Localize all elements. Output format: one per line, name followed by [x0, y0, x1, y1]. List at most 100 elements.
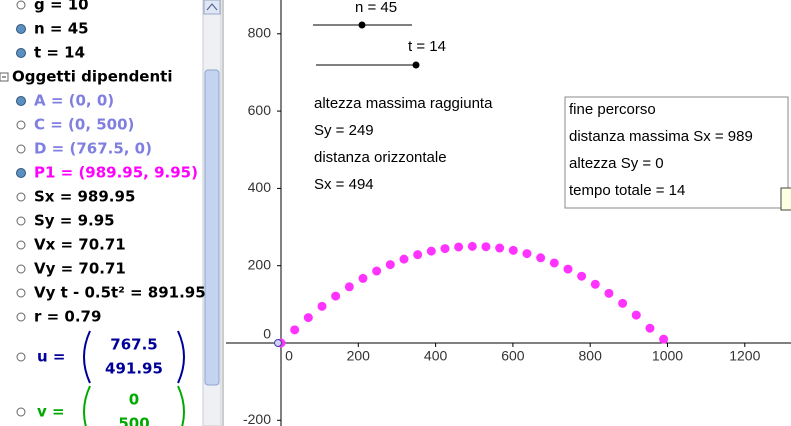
paren: [177, 330, 185, 384]
visibility-icon[interactable]: [16, 240, 26, 250]
note-text: Sx = 494: [314, 176, 374, 193]
trajectory-point: [481, 242, 491, 252]
trajectory-point: [413, 250, 423, 260]
visibility-icon[interactable]: [16, 264, 26, 274]
arrow-icon: [206, 3, 218, 11]
x-tick-label: 400: [424, 348, 448, 364]
vector-entry: 767.5: [110, 336, 157, 354]
visibility-icon[interactable]: [16, 312, 26, 322]
x-tick-label: 600: [501, 348, 525, 364]
trajectory-point: [399, 254, 409, 264]
trajectory-point: [549, 258, 559, 268]
x-tick-label: 0: [285, 348, 293, 364]
visibility-icon[interactable]: [16, 407, 26, 417]
algebra-item[interactable]: Sx = 989.95: [34, 188, 135, 206]
algebra-item[interactable]: r = 0.79: [34, 308, 101, 326]
trajectory-point: [467, 241, 477, 251]
group-header[interactable]: Oggetti dipendenti: [12, 68, 172, 86]
trajectory-point: [385, 260, 395, 270]
trajectory-point: [536, 253, 546, 263]
algebra-item[interactable]: C = (0, 500): [34, 116, 134, 134]
y-tick-label: -200: [243, 411, 271, 426]
y-tick-label: 200: [248, 256, 272, 272]
trajectory-point: [303, 313, 313, 323]
slider-handle[interactable]: [358, 21, 366, 29]
vector-entry: 491.95: [105, 360, 163, 378]
box-text: fine percorso: [569, 101, 656, 118]
visibility-icon[interactable]: [16, 120, 26, 130]
trajectory-point: [317, 301, 327, 311]
trajectory-point: [590, 279, 600, 289]
visibility-icon[interactable]: [16, 0, 26, 10]
visibility-icon[interactable]: [16, 24, 26, 34]
algebra-item[interactable]: D = (767.5, 0): [34, 140, 152, 158]
box-text: altezza Sy = 0: [569, 155, 664, 172]
tooltip: [780, 187, 791, 211]
vector-entry: 0: [129, 391, 139, 409]
note-text: altezza massima raggiunta: [314, 95, 493, 112]
trajectory-point: [645, 323, 655, 333]
note-text: Sy = 249: [314, 122, 374, 139]
trajectory-point: [659, 334, 669, 344]
trajectory-point: [372, 266, 382, 276]
trajectory-point: [631, 310, 641, 320]
box-text: distanza massima Sx = 989: [569, 128, 753, 145]
trajectory-point: [358, 273, 368, 283]
algebra-item[interactable]: A = (0, 0): [34, 92, 114, 110]
y-tick-label: 400: [248, 179, 272, 195]
slider-handle[interactable]: [412, 61, 420, 69]
algebra-item[interactable]: Sy = 9.95: [34, 212, 115, 230]
trajectory-point: [426, 246, 436, 256]
vector-entry: 500: [118, 415, 149, 426]
trajectory-point: [454, 242, 464, 252]
vector-name: u =: [37, 348, 65, 366]
visibility-icon[interactable]: [16, 352, 26, 362]
vector-name: v =: [37, 403, 65, 421]
visibility-icon[interactable]: [16, 216, 26, 226]
slider-label: n = 45: [355, 0, 397, 16]
algebra-item[interactable]: Vx = 70.71: [34, 236, 126, 254]
algebra-panel: [0, 0, 223, 426]
trajectory-point: [563, 264, 573, 274]
trajectory-point: [290, 325, 300, 335]
algebra-item[interactable]: n = 45: [34, 20, 89, 38]
trajectory-point: [508, 245, 518, 255]
visibility-icon[interactable]: [16, 48, 26, 58]
scroll-up[interactable]: [203, 0, 221, 15]
visibility-icon[interactable]: [16, 288, 26, 298]
trajectory-point: [577, 271, 587, 281]
x-tick-label: 800: [579, 348, 603, 364]
visibility-icon[interactable]: [16, 168, 26, 178]
paren: [83, 385, 91, 426]
algebra-item[interactable]: t = 14: [34, 44, 85, 62]
visibility-icon[interactable]: [16, 192, 26, 202]
point-a: [274, 339, 282, 347]
trajectory-point: [522, 249, 532, 259]
x-tick-label: 1200: [729, 348, 760, 364]
algebra-item[interactable]: Vy t - 0.5t² = 891.95: [34, 284, 206, 302]
note-text: distanza orizzontale: [314, 149, 447, 166]
y-tick-label: 600: [248, 102, 272, 118]
y-tick-label: 800: [248, 25, 272, 41]
text-box: [564, 96, 789, 209]
slider-label: t = 14: [408, 38, 446, 55]
paren: [177, 385, 185, 426]
x-tick-label: 1000: [652, 348, 683, 364]
trajectory-point: [495, 243, 505, 253]
trajectory-point: [331, 291, 341, 301]
trajectory-point: [618, 298, 628, 308]
trajectory-point: [604, 288, 614, 298]
paren: [83, 330, 91, 384]
x-tick-label: 200: [347, 348, 371, 364]
visibility-icon[interactable]: [16, 144, 26, 154]
algebra-item[interactable]: Vy = 70.71: [34, 260, 126, 278]
trajectory-point: [440, 244, 450, 254]
y-tick-label: 0: [263, 326, 271, 342]
algebra-item[interactable]: g = 10: [34, 0, 89, 14]
box-text: tempo totale = 14: [569, 182, 685, 199]
scroll-thumb[interactable]: [204, 69, 220, 386]
trajectory-point: [344, 282, 354, 292]
visibility-icon[interactable]: [16, 96, 26, 106]
algebra-item[interactable]: P1 = (989.95, 9.95): [34, 164, 198, 182]
